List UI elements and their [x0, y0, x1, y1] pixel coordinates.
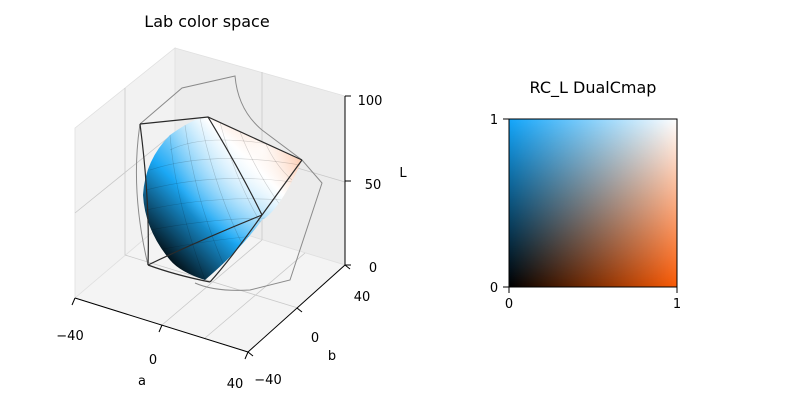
dualcmap-chart: RC_L DualCmap 0 1 0 1	[490, 78, 681, 312]
chart-title-dualcmap: RC_L DualCmap	[530, 78, 657, 98]
l-tick-50: 50	[365, 178, 382, 193]
a-tick-0: 0	[149, 353, 157, 368]
a-tick-neg40: −40	[56, 329, 83, 344]
l-axis: 100 50 0 L	[345, 94, 407, 276]
b-axis-label: b	[328, 349, 336, 364]
b-tick-40: 40	[354, 290, 371, 305]
cmap-ytick-0: 0	[490, 281, 498, 296]
cmap-top-layer	[509, 119, 677, 287]
b-tick-neg40: −40	[254, 373, 281, 388]
l-tick-0: 0	[369, 261, 377, 276]
cmap-ytick-1: 1	[490, 113, 498, 128]
chart-title-lab: Lab color space	[144, 12, 269, 31]
a-axis: −40 0 40 a	[56, 297, 249, 392]
cmap-frame	[508, 118, 678, 288]
gamut-wire-front	[139, 116, 303, 283]
a-axis-label: a	[138, 374, 146, 389]
b-tick-0: 0	[311, 331, 319, 346]
cmap-xtick-1: 1	[673, 297, 681, 312]
l-axis-label: L	[399, 166, 407, 181]
l-tick-100: 100	[358, 94, 383, 109]
a-tick-40: 40	[227, 377, 244, 392]
b-axis: −40 0 40 b	[247, 264, 371, 388]
cmap-xtick-0: 0	[505, 297, 513, 312]
lab-3d-chart: Lab color space	[56, 12, 407, 392]
